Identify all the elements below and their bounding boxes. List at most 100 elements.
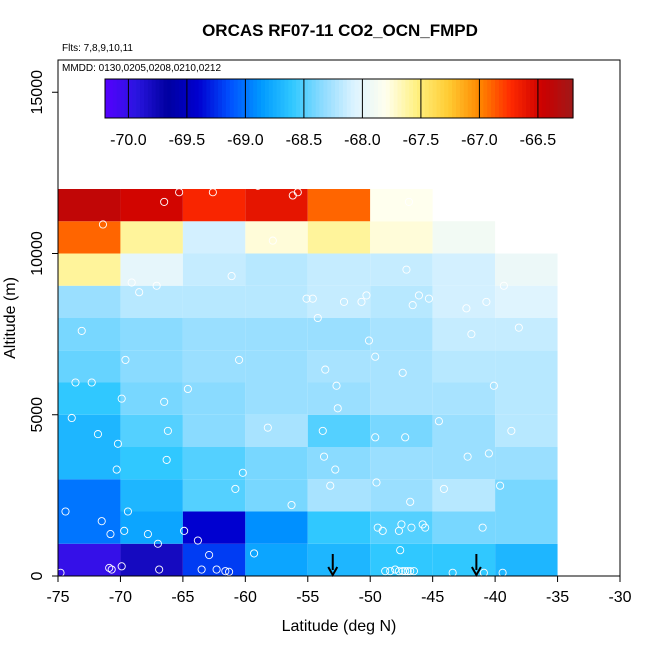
x-axis: -75 -70 -65 -60 -55 -50 -45 -40 -35 -30 bbox=[46, 576, 632, 606]
observation-point bbox=[439, 484, 448, 493]
heatmap-cell bbox=[58, 511, 121, 544]
colorbar-segment bbox=[545, 79, 551, 118]
observation-point bbox=[321, 365, 330, 374]
heatmap-cell bbox=[58, 414, 121, 447]
colorbar-segment bbox=[432, 79, 438, 118]
x-tick-label: -65 bbox=[171, 589, 194, 606]
x-tick-label: -55 bbox=[296, 589, 319, 606]
heatmap-cell bbox=[182, 479, 246, 512]
heatmap-cell bbox=[245, 511, 308, 544]
observation-point bbox=[105, 563, 114, 572]
heatmap-cell bbox=[182, 543, 246, 576]
observation-point bbox=[403, 567, 412, 576]
observation-point bbox=[268, 236, 277, 245]
observation-point bbox=[482, 297, 491, 306]
colorbar-segment bbox=[233, 79, 239, 118]
observation-point bbox=[120, 526, 129, 535]
y-tick-label: 10000 bbox=[29, 231, 46, 276]
observation-point bbox=[424, 294, 433, 303]
heatmap-cell bbox=[182, 221, 246, 254]
colorbar-segment bbox=[264, 79, 270, 118]
heatmap-cell bbox=[182, 189, 246, 222]
y-tick-label: 0 bbox=[29, 571, 46, 580]
observation-point bbox=[227, 272, 236, 281]
observation-point bbox=[408, 301, 417, 310]
observation-point bbox=[378, 526, 387, 535]
observation-point bbox=[418, 520, 427, 529]
heatmap-cell bbox=[58, 253, 121, 286]
colorbar-segment bbox=[257, 79, 262, 118]
heatmap-cell bbox=[495, 318, 558, 351]
observation-point bbox=[302, 294, 311, 303]
colorbar-segment bbox=[366, 79, 371, 118]
heatmap-cell bbox=[182, 511, 246, 544]
colorbar-segment bbox=[362, 79, 367, 118]
x-tick-label: -75 bbox=[46, 589, 69, 606]
observation-point bbox=[396, 546, 405, 555]
observation-point bbox=[331, 465, 340, 474]
heatmap-cell bbox=[120, 543, 183, 576]
colorbar-segment bbox=[225, 79, 231, 118]
observation-point bbox=[332, 381, 341, 390]
colorbar-segment bbox=[459, 79, 465, 118]
colorbar-segment bbox=[397, 79, 402, 118]
observation-point bbox=[409, 567, 418, 576]
colorbar-tick-label: -66.5 bbox=[520, 132, 557, 149]
observation-point bbox=[67, 413, 76, 423]
colorbar-segment bbox=[241, 79, 246, 118]
colorbar-segment bbox=[491, 79, 496, 118]
heatmap-cell bbox=[495, 382, 558, 415]
heatmap-cell bbox=[370, 350, 433, 383]
heatmap-cell bbox=[370, 221, 433, 254]
heatmap-cell bbox=[182, 447, 246, 480]
observation-point bbox=[478, 523, 487, 532]
y-tick-label: 5000 bbox=[29, 397, 46, 433]
colorbar-segment bbox=[541, 79, 547, 118]
colorbar-segment bbox=[354, 79, 360, 118]
colorbar-segment bbox=[222, 79, 227, 118]
observation-point bbox=[163, 426, 172, 435]
colorbar-segment bbox=[249, 79, 254, 118]
colorbar-segment bbox=[417, 79, 422, 118]
colorbar-segment bbox=[331, 79, 336, 118]
colorbar-segment bbox=[136, 79, 141, 118]
colorbar-segment bbox=[179, 79, 184, 118]
colorbar-segment bbox=[514, 79, 519, 118]
observation-point bbox=[293, 188, 302, 197]
colorbar-segment bbox=[159, 79, 165, 118]
colorbar-tick-label: -68.5 bbox=[286, 132, 323, 149]
observation-point bbox=[117, 394, 126, 403]
heatmap-cell bbox=[120, 189, 183, 222]
heatmap-cell bbox=[307, 253, 371, 286]
heatmap-cell bbox=[307, 350, 371, 383]
colorbar-tick-label: -69.5 bbox=[169, 132, 206, 149]
observation-point bbox=[333, 404, 342, 413]
colorbar-segment bbox=[518, 79, 523, 118]
colorbar-segment bbox=[140, 79, 145, 118]
heatmap-cell bbox=[307, 285, 371, 318]
heatmap-cell bbox=[182, 285, 246, 318]
colorbar-segment bbox=[537, 79, 543, 118]
observation-point bbox=[127, 278, 136, 287]
arrow-head bbox=[327, 566, 339, 578]
observation-point bbox=[197, 565, 206, 574]
x-tick-label: -50 bbox=[359, 589, 382, 606]
heatmap-cell bbox=[120, 414, 183, 447]
heatmap-cell bbox=[495, 285, 558, 318]
heatmap-cell bbox=[495, 543, 558, 576]
colorbar-segment bbox=[190, 79, 196, 118]
heatmap-cell bbox=[182, 414, 246, 447]
colorbar-segment bbox=[381, 79, 387, 118]
colorbar-segment bbox=[401, 79, 406, 118]
heatmap-cell bbox=[182, 253, 246, 286]
heatmap-cell bbox=[370, 479, 433, 512]
colorbar-segment bbox=[467, 79, 473, 118]
observation-point bbox=[462, 304, 471, 313]
observation-point bbox=[212, 565, 221, 574]
colorbar-segment bbox=[261, 79, 266, 118]
colorbar-segment bbox=[206, 79, 211, 118]
heatmap-cell bbox=[432, 350, 496, 383]
colorbar-segment bbox=[448, 79, 453, 118]
heatmap-cell bbox=[370, 382, 433, 415]
